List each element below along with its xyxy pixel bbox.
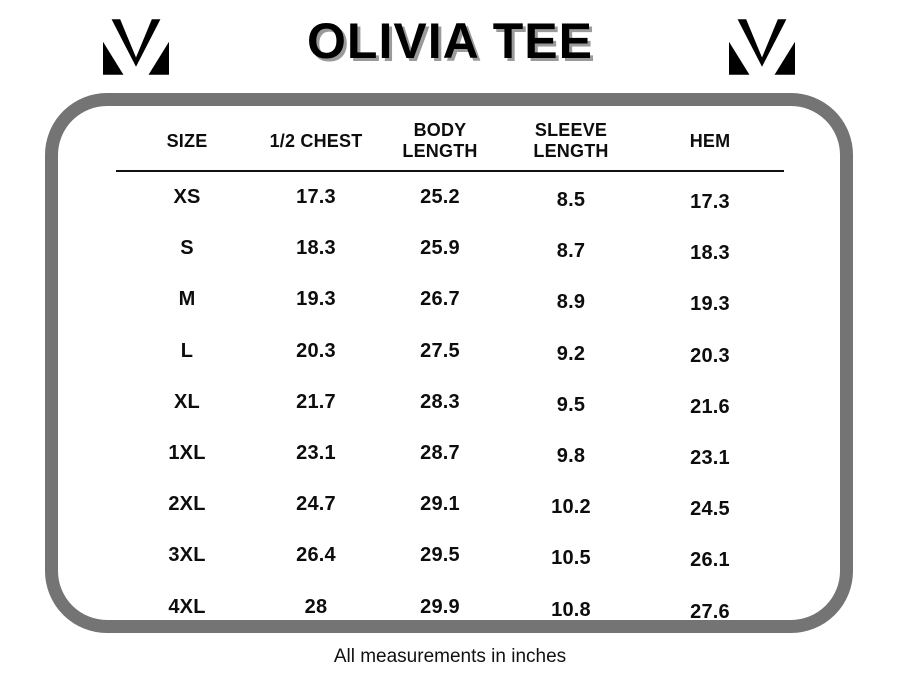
measurement-value: 10.5 — [551, 547, 591, 570]
measurement-value: 9.8 — [556, 445, 586, 468]
page-title: OLIVIA TEE — [307, 13, 593, 69]
measurement-value: 28 — [304, 595, 328, 618]
table-row: M 19.3 26.7 8.9 19.3 — [116, 274, 784, 325]
measurement-value: 25.2 — [420, 186, 460, 209]
measurement-value: 28.7 — [420, 442, 460, 465]
measurement-value: 26.4 — [296, 544, 336, 567]
size-label: 2XL — [168, 493, 206, 516]
measurement-value: 27.5 — [420, 339, 460, 362]
table-row: S 18.3 25.9 8.7 18.3 — [116, 223, 784, 274]
measurement-value: 18.3 — [690, 242, 730, 265]
measurement-value: 25.9 — [420, 237, 460, 260]
measurement-value: 8.5 — [556, 189, 586, 212]
table-row: 2XL 24.7 29.1 10.2 24.5 — [116, 479, 784, 530]
measurement-value: 23.1 — [296, 442, 336, 465]
size-label: 3XL — [168, 544, 206, 567]
column-header: BODY LENGTH — [402, 120, 478, 161]
table-row: 4XL 28 29.9 10.8 27.6 — [116, 582, 784, 633]
measurement-value: 20.3 — [690, 344, 730, 367]
measurement-value: 18.3 — [296, 237, 336, 260]
table-row: L 20.3 27.5 9.2 20.3 — [116, 326, 784, 377]
column-header: SIZE — [166, 130, 208, 151]
size-label: S — [180, 237, 194, 260]
measurement-value: 8.7 — [556, 240, 586, 263]
measurement-value: 24.5 — [690, 498, 730, 521]
size-label: XS — [173, 186, 201, 209]
table-row: 3XL 26.4 29.5 10.5 26.1 — [116, 530, 784, 581]
size-label: 4XL — [168, 595, 206, 618]
measurements-note: All measurements in inches — [333, 646, 567, 667]
size-table: SIZE 1/2 CHEST BODY LENGTH SLEEVE LENGTH HEM… — [116, 112, 784, 633]
column-header: SLEEVE LENGTH — [533, 120, 609, 161]
table-row: XS 17.3 25.2 8.5 17.3 — [116, 172, 784, 223]
measurement-value: 26.1 — [690, 549, 730, 572]
column-header: 1/2 CHEST — [269, 130, 363, 151]
size-chart-frame — [45, 93, 853, 633]
measurement-value: 23.1 — [690, 447, 730, 470]
measurement-value: 20.3 — [296, 339, 336, 362]
brand-m-logo-icon — [729, 19, 795, 75]
measurement-value: 27.6 — [690, 600, 730, 623]
table-header-row: SIZE 1/2 CHEST BODY LENGTH SLEEVE LENGTH HEM — [116, 112, 784, 172]
measurement-value: 21.7 — [296, 390, 336, 413]
measurement-value: 17.3 — [296, 186, 336, 209]
measurement-value: 10.8 — [551, 598, 591, 621]
measurement-value: 10.2 — [551, 496, 591, 519]
size-label: 1XL — [168, 442, 206, 465]
size-label: XL — [174, 390, 200, 413]
measurement-value: 28.3 — [420, 390, 460, 413]
size-label: M — [178, 288, 196, 311]
measurement-value: 21.6 — [690, 395, 730, 418]
column-header: HEM — [689, 130, 731, 151]
measurement-value: 9.5 — [556, 393, 586, 416]
measurement-value: 29.9 — [420, 595, 460, 618]
measurement-value: 26.7 — [420, 288, 460, 311]
measurement-value: 8.9 — [556, 291, 586, 314]
table-row: XL 21.7 28.3 9.5 21.6 — [116, 377, 784, 428]
measurement-value: 19.3 — [296, 288, 336, 311]
measurement-value: 17.3 — [690, 191, 730, 214]
table-body: XS 17.3 25.2 8.5 17.3 S 18.3 25.9 8.7 18.3 M 19.3 26… — [116, 172, 784, 633]
measurement-value: 9.2 — [556, 342, 586, 365]
size-label: L — [180, 339, 194, 362]
measurement-value: 29.5 — [420, 544, 460, 567]
measurement-value: 19.3 — [690, 293, 730, 316]
measurement-value: 24.7 — [296, 493, 336, 516]
brand-m-logo-icon — [103, 19, 169, 75]
table-row: 1XL 23.1 28.7 9.8 23.1 — [116, 428, 784, 479]
measurement-value: 29.1 — [420, 493, 460, 516]
